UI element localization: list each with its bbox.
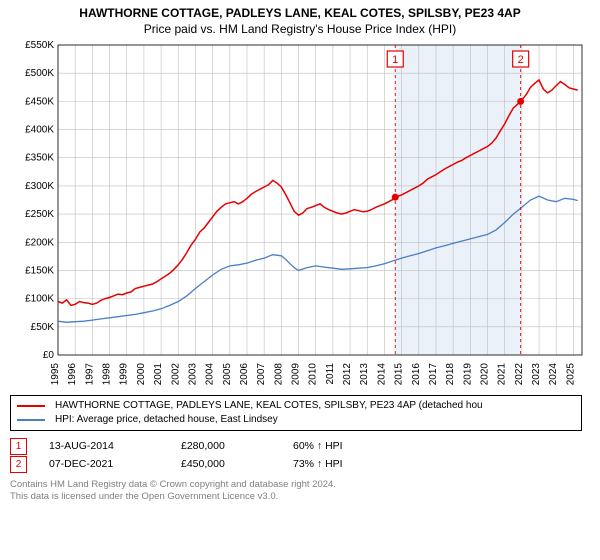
svg-text:2013: 2013 (359, 363, 370, 386)
svg-text:2012: 2012 (342, 363, 353, 386)
sale-row: 1 13-AUG-2014 £280,000 60% ↑ HPI (10, 437, 590, 455)
footer-line2: This data is licensed under the Open Gov… (10, 491, 590, 503)
svg-text:2022: 2022 (514, 363, 525, 386)
chart-title-line1: HAWTHORNE COTTAGE, PADLEYS LANE, KEAL CO… (10, 6, 590, 21)
svg-text:1999: 1999 (119, 363, 130, 386)
svg-text:£200K: £200K (25, 237, 54, 248)
svg-text:2007: 2007 (256, 363, 267, 386)
svg-text:2011: 2011 (325, 363, 336, 385)
legend-swatch (17, 419, 45, 421)
chart-legend: HAWTHORNE COTTAGE, PADLEYS LANE, KEAL CO… (10, 395, 582, 431)
svg-text:2016: 2016 (411, 363, 422, 386)
sale-price: £280,000 (181, 440, 271, 452)
svg-text:1998: 1998 (102, 363, 113, 386)
svg-text:£0: £0 (43, 350, 55, 361)
svg-text:£550K: £550K (25, 41, 54, 51)
svg-text:2021: 2021 (497, 363, 508, 386)
svg-text:1997: 1997 (84, 363, 95, 386)
svg-text:1995: 1995 (50, 363, 61, 386)
svg-text:2004: 2004 (205, 363, 216, 386)
svg-text:2017: 2017 (428, 363, 439, 386)
svg-text:£400K: £400K (25, 125, 54, 136)
svg-text:2005: 2005 (222, 363, 233, 386)
sale-pct: 60% ↑ HPI (293, 440, 383, 452)
legend-label: HPI: Average price, detached house, East… (55, 413, 278, 427)
svg-text:2014: 2014 (376, 363, 387, 386)
sale-marker-box: 1 (10, 438, 27, 455)
svg-text:2018: 2018 (445, 363, 456, 386)
svg-text:2020: 2020 (480, 363, 491, 386)
svg-text:£250K: £250K (25, 209, 54, 220)
sale-pct: 73% ↑ HPI (293, 458, 383, 470)
sales-table: 1 13-AUG-2014 £280,000 60% ↑ HPI 2 07-DEC-202… (10, 437, 590, 473)
chart-title-line2: Price paid vs. HM Land Registry's House … (10, 22, 590, 37)
sale-marker-box: 2 (10, 456, 27, 473)
svg-text:2010: 2010 (308, 363, 319, 386)
price-chart: £0 £50K £100K £150K £200K £250K £300K £350K £400… (10, 41, 590, 391)
svg-text:2023: 2023 (531, 363, 542, 386)
chart-titles: HAWTHORNE COTTAGE, PADLEYS LANE, KEAL CO… (10, 6, 590, 37)
svg-text:2006: 2006 (239, 363, 250, 386)
svg-text:£300K: £300K (25, 181, 54, 192)
svg-text:2015: 2015 (394, 363, 405, 386)
svg-text:2000: 2000 (136, 363, 147, 386)
footer-attribution: Contains HM Land Registry data © Crown c… (10, 479, 590, 504)
sale-date: 13-AUG-2014 (49, 440, 159, 452)
footer-line1: Contains HM Land Registry data © Crown c… (10, 479, 590, 491)
svg-text:£350K: £350K (25, 153, 54, 164)
svg-text:2002: 2002 (170, 363, 181, 386)
svg-text:£450K: £450K (25, 96, 54, 107)
sale-price: £450,000 (181, 458, 271, 470)
svg-text:2: 2 (518, 54, 524, 66)
legend-row: HPI: Average price, detached house, East… (17, 413, 575, 427)
sale-row: 2 07-DEC-2021 £450,000 73% ↑ HPI (10, 455, 590, 473)
legend-swatch (17, 405, 45, 407)
svg-text:2019: 2019 (462, 363, 473, 386)
chart-svg: £0 £50K £100K £150K £200K £250K £300K £350K £400… (10, 41, 590, 391)
sale-date: 07-DEC-2021 (49, 458, 159, 470)
svg-text:£100K: £100K (25, 294, 54, 305)
svg-text:1: 1 (392, 54, 398, 66)
svg-text:2001: 2001 (153, 363, 164, 386)
svg-text:2008: 2008 (273, 363, 284, 386)
svg-text:2024: 2024 (548, 363, 559, 386)
svg-text:£150K: £150K (25, 265, 54, 276)
svg-text:2025: 2025 (565, 363, 576, 386)
svg-text:1996: 1996 (67, 363, 78, 386)
svg-text:2009: 2009 (291, 363, 302, 386)
legend-label: HAWTHORNE COTTAGE, PADLEYS LANE, KEAL CO… (55, 399, 483, 413)
legend-row: HAWTHORNE COTTAGE, PADLEYS LANE, KEAL CO… (17, 399, 575, 413)
svg-text:£50K: £50K (31, 322, 55, 333)
svg-text:2003: 2003 (187, 363, 198, 386)
svg-text:£500K: £500K (25, 68, 54, 79)
